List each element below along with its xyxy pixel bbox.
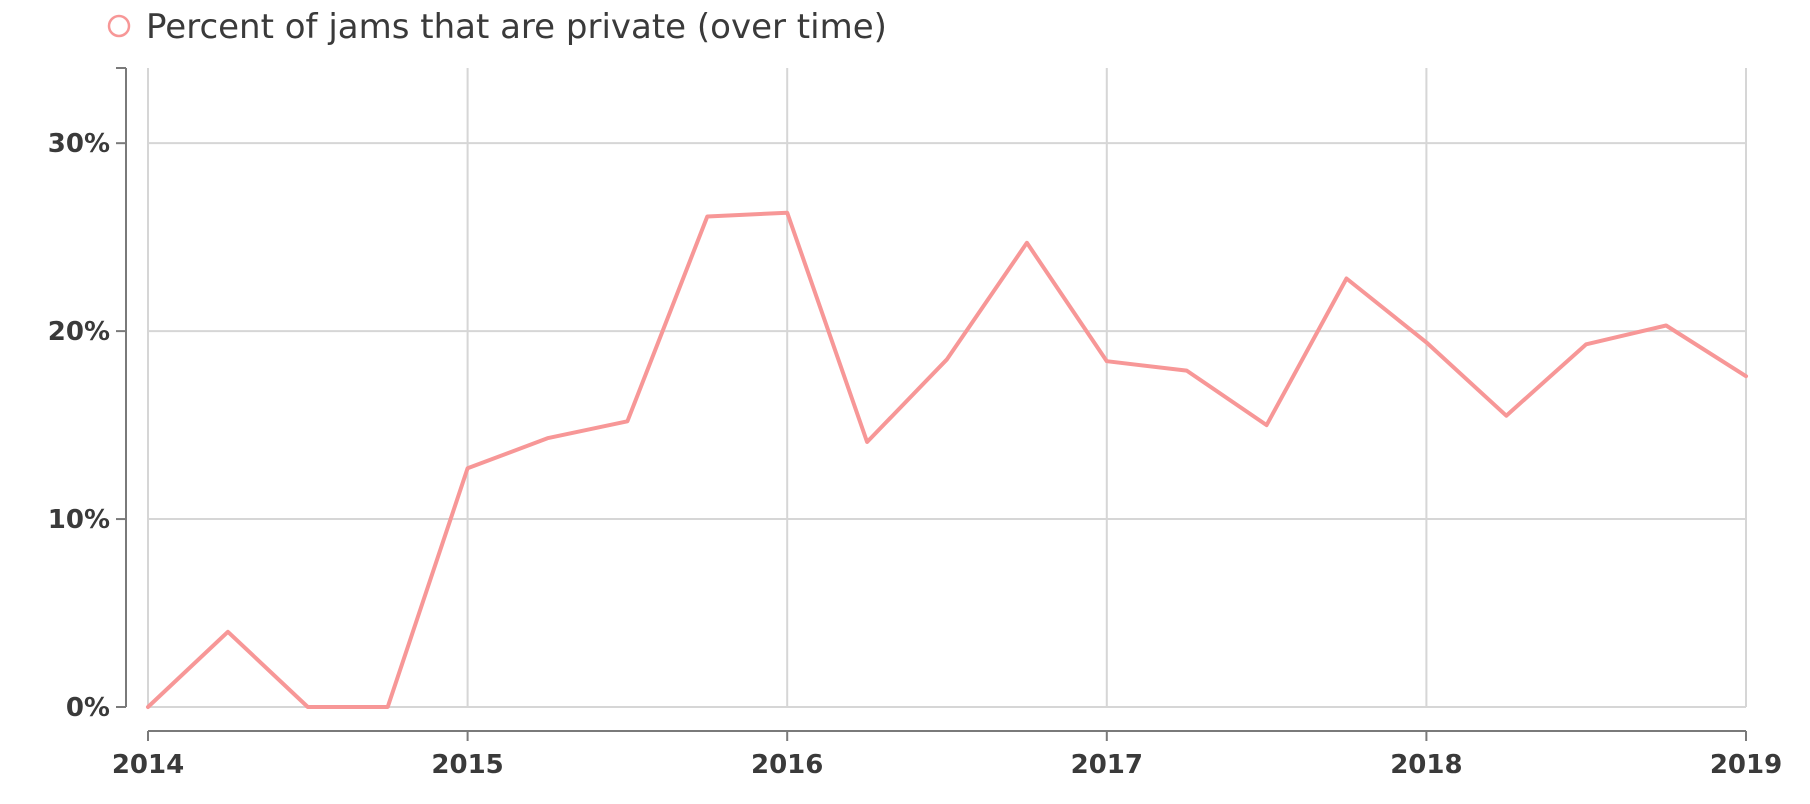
data-point[interactable] <box>1583 341 1589 347</box>
y-tick-label: 0% <box>66 693 110 723</box>
data-point[interactable] <box>864 439 870 445</box>
data-point[interactable] <box>1743 373 1749 379</box>
grid <box>147 68 1747 708</box>
data-point[interactable] <box>225 629 231 635</box>
legend: Percent of jams that are private (over t… <box>107 7 887 47</box>
x-tick-label: 2017 <box>1071 750 1143 780</box>
y-tick-label: 20% <box>48 317 110 347</box>
data-point[interactable] <box>624 418 630 424</box>
x-tick-label: 2019 <box>1710 750 1782 780</box>
data-point[interactable] <box>385 704 391 710</box>
legend-marker-icon <box>107 14 131 38</box>
data-point[interactable] <box>1503 413 1509 419</box>
data-point[interactable] <box>465 465 471 471</box>
data-point[interactable] <box>1264 422 1270 428</box>
y-axis-ticks: 0% 10% 20% 30% <box>48 129 126 723</box>
axes <box>116 67 1746 732</box>
data-point[interactable] <box>704 213 710 219</box>
x-tick-label: 2014 <box>112 750 184 780</box>
data-point[interactable] <box>1423 339 1429 345</box>
data-point[interactable] <box>944 356 950 362</box>
series-line <box>146 210 1748 709</box>
x-tick-label: 2018 <box>1390 750 1462 780</box>
y-tick-label: 30% <box>48 129 110 159</box>
data-point[interactable] <box>784 210 790 216</box>
x-tick-label: 2015 <box>431 750 503 780</box>
data-point[interactable] <box>145 704 151 710</box>
series-layer <box>145 210 1749 710</box>
y-tick-label: 10% <box>48 505 110 535</box>
data-point[interactable] <box>1344 275 1350 281</box>
data-point[interactable] <box>305 704 311 710</box>
x-axis-ticks: 2014 2015 2016 2017 2018 2019 <box>112 731 1782 780</box>
x-tick-label: 2016 <box>751 750 823 780</box>
data-point[interactable] <box>1663 322 1669 328</box>
data-point[interactable] <box>1184 368 1190 374</box>
data-point[interactable] <box>545 435 551 441</box>
legend-label: Percent of jams that are private (over t… <box>146 7 887 47</box>
data-point[interactable] <box>1024 240 1030 246</box>
data-point[interactable] <box>1104 358 1110 364</box>
